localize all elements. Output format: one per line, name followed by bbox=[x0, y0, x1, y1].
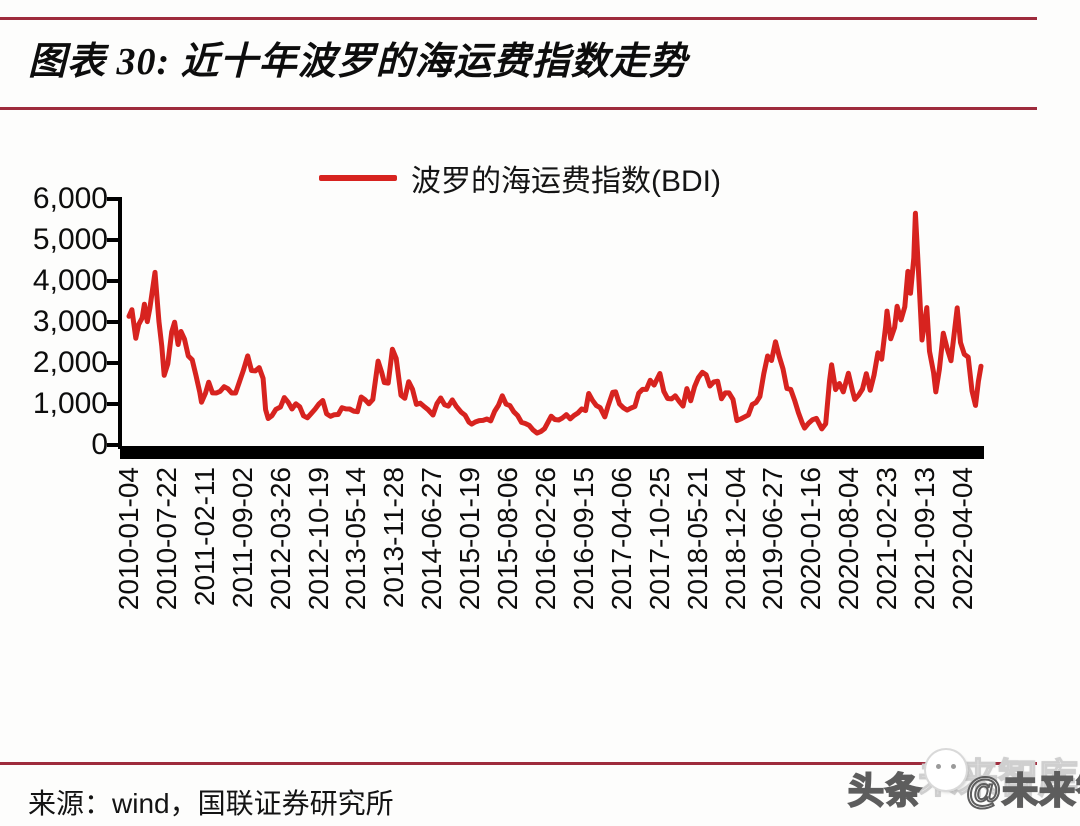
bottom-rule bbox=[0, 762, 1037, 765]
y-axis-tick bbox=[107, 238, 122, 242]
bdi-series-line bbox=[126, 210, 984, 436]
x-axis-label: 2021-09-13 bbox=[909, 467, 941, 611]
figure-title: 图表 30: 近十年波罗的海运费指数走势 bbox=[28, 41, 688, 83]
x-axis-label: 2021-02-23 bbox=[871, 467, 903, 611]
y-axis-tick bbox=[107, 443, 122, 447]
x-axis-label: 2015-01-19 bbox=[454, 467, 486, 611]
x-axis-label: 2012-10-19 bbox=[302, 467, 334, 611]
x-axis-bar bbox=[120, 446, 984, 459]
y-axis-tick bbox=[107, 361, 122, 365]
y-axis-tick bbox=[107, 402, 122, 406]
y-axis-label: 0 bbox=[91, 428, 108, 461]
x-axis-label: 2016-09-15 bbox=[567, 467, 599, 611]
x-axis-label: 2020-01-16 bbox=[795, 467, 827, 611]
title-divider-rule bbox=[0, 107, 1037, 110]
x-axis-label: 2014-06-27 bbox=[416, 467, 448, 611]
y-axis-label: 4,000 bbox=[32, 264, 108, 297]
top-rule bbox=[0, 17, 1037, 20]
y-axis-label: 1,000 bbox=[32, 387, 108, 420]
x-axis-label: 2010-07-22 bbox=[150, 467, 182, 611]
x-axis-label: 2013-11-28 bbox=[378, 467, 410, 609]
x-axis-label: 2019-06-27 bbox=[757, 467, 789, 611]
source-note: 来源：wind，国联证券研究所 bbox=[28, 788, 394, 819]
x-axis-label: 2016-02-26 bbox=[530, 467, 561, 611]
toutiao-face-logo-icon bbox=[926, 750, 966, 790]
chart-legend: 波罗的海运费指数(BDI) bbox=[0, 160, 1040, 198]
legend-line-marker bbox=[319, 175, 397, 181]
y-axis-tick bbox=[107, 197, 122, 201]
y-axis-line bbox=[118, 197, 122, 449]
legend-label: 波罗的海运费指数(BDI) bbox=[411, 165, 721, 198]
x-axis-label: 2020-08-04 bbox=[833, 467, 865, 611]
x-axis-label: 2013-05-14 bbox=[340, 467, 372, 611]
x-axis-label: 2012-03-26 bbox=[264, 467, 296, 611]
y-axis-label: 6,000 bbox=[32, 182, 108, 215]
x-axis-label: 2018-05-21 bbox=[681, 467, 713, 611]
y-axis-tick bbox=[107, 320, 122, 324]
watermark-handle: @未来智库 bbox=[965, 769, 1080, 812]
watermark: 未来智库 头条 @未来智库 bbox=[840, 740, 1080, 820]
y-axis-label: 5,000 bbox=[32, 223, 108, 256]
x-axis-label: 2011-02-11 bbox=[188, 467, 220, 607]
x-axis-label: 2011-09-02 bbox=[226, 467, 258, 609]
watermark-prefix: 头条 bbox=[847, 769, 923, 812]
x-axis-label: 2010-01-04 bbox=[113, 467, 144, 611]
y-axis-tick bbox=[107, 279, 122, 283]
y-axis-label: 2,000 bbox=[32, 346, 108, 379]
y-axis-label: 3,000 bbox=[32, 305, 108, 338]
x-axis-label: 2017-04-06 bbox=[605, 467, 637, 611]
x-axis-label: 2022-04-04 bbox=[947, 467, 978, 611]
x-axis-label: 2017-10-25 bbox=[643, 467, 675, 611]
x-axis-label: 2015-08-06 bbox=[492, 467, 524, 611]
x-axis-label: 2018-12-04 bbox=[719, 467, 751, 611]
